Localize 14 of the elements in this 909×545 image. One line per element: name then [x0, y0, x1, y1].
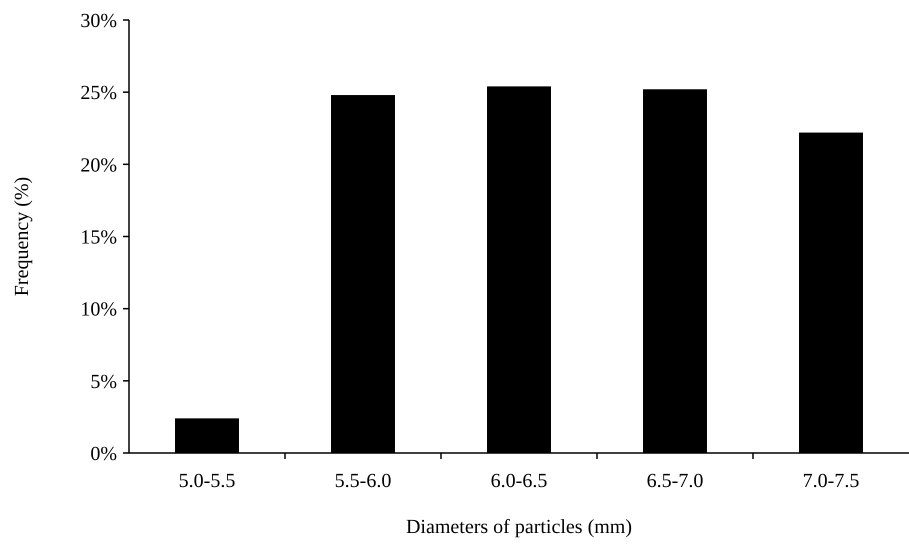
y-tick-label: 15% [80, 226, 117, 248]
x-axis-title: Diameters of particles (mm) [406, 516, 632, 538]
y-tick-label: 30% [80, 10, 117, 32]
x-tick-label: 6.0-6.5 [490, 470, 548, 492]
y-tick-label: 0% [90, 443, 117, 465]
y-tick-label: 10% [80, 298, 117, 321]
y-tick-label: 25% [80, 82, 117, 104]
y-tick-label: 5% [90, 370, 117, 393]
x-tick-label: 6.5-7.0 [646, 470, 704, 492]
x-tick-label: 7.0-7.5 [802, 470, 860, 492]
x-tick-label: 5.5-6.0 [334, 470, 392, 492]
x-tick-label: 5.0-5.5 [178, 470, 236, 492]
y-axis-title: Frequency (%) [11, 176, 33, 296]
y-tick-label: 20% [80, 154, 117, 176]
